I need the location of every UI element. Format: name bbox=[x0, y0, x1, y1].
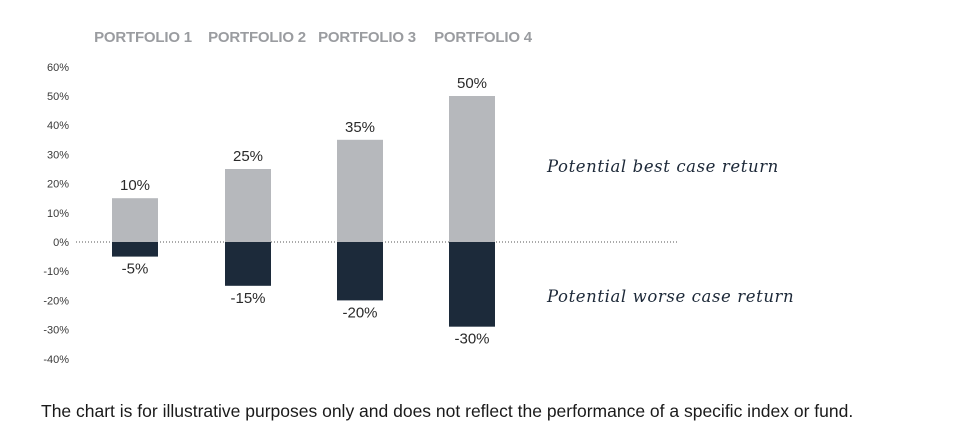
best-case-value-label: 50% bbox=[457, 75, 487, 92]
category-label: PORTFOLIO 2 bbox=[208, 29, 306, 46]
best-case-bar bbox=[112, 198, 158, 242]
worse-case-value-label: -20% bbox=[342, 304, 377, 321]
best-case-value-label: 25% bbox=[233, 148, 263, 165]
bars bbox=[112, 96, 495, 327]
y-tick-label: -40% bbox=[43, 354, 69, 366]
y-tick-label: 60% bbox=[47, 62, 69, 74]
category-labels: PORTFOLIO 1 PORTFOLIO 2 PORTFOLIO 3 PORTFOL… bbox=[94, 29, 533, 46]
footnote: The chart is for illustrative purposes o… bbox=[41, 401, 854, 421]
y-tick-label: 20% bbox=[47, 179, 69, 191]
category-label: PORTFOLIO 4 bbox=[434, 29, 533, 46]
y-tick-label: 50% bbox=[47, 91, 69, 103]
y-tick-label: 40% bbox=[47, 120, 69, 132]
category-label: PORTFOLIO 1 bbox=[94, 29, 192, 46]
y-tick-label: 10% bbox=[47, 208, 69, 220]
y-tick-label: -30% bbox=[43, 325, 69, 337]
best-case-value-label: 35% bbox=[345, 119, 375, 136]
y-tick-label: -10% bbox=[43, 266, 69, 278]
best-case-bar bbox=[337, 139, 383, 242]
worse-case-bar bbox=[225, 242, 271, 286]
best-case-value-label: 10% bbox=[120, 177, 150, 194]
best-case-bar bbox=[225, 169, 271, 242]
y-tick-label: 0% bbox=[53, 237, 69, 249]
legend-best-case: Potential best case return bbox=[546, 157, 779, 176]
best-case-bar bbox=[449, 96, 495, 242]
worse-case-value-label: -30% bbox=[454, 331, 489, 348]
y-axis: 60% 50% 40% 30% 20% 10% 0% -10% -20% -30% -40% bbox=[43, 62, 69, 366]
worse-case-value-label: -5% bbox=[122, 261, 149, 278]
worse-case-value-label: -15% bbox=[230, 290, 265, 307]
y-tick-label: -20% bbox=[43, 295, 69, 307]
data-labels: 10% 25% 35% 50% -5% -15% -20% -30% bbox=[120, 75, 490, 348]
worse-case-bar bbox=[449, 242, 495, 327]
category-label: PORTFOLIO 3 bbox=[318, 29, 416, 46]
legend-worse-case: Potential worse case return bbox=[546, 287, 794, 306]
worse-case-bar bbox=[112, 242, 158, 257]
y-tick-label: 30% bbox=[47, 149, 69, 161]
worse-case-bar bbox=[337, 242, 383, 301]
